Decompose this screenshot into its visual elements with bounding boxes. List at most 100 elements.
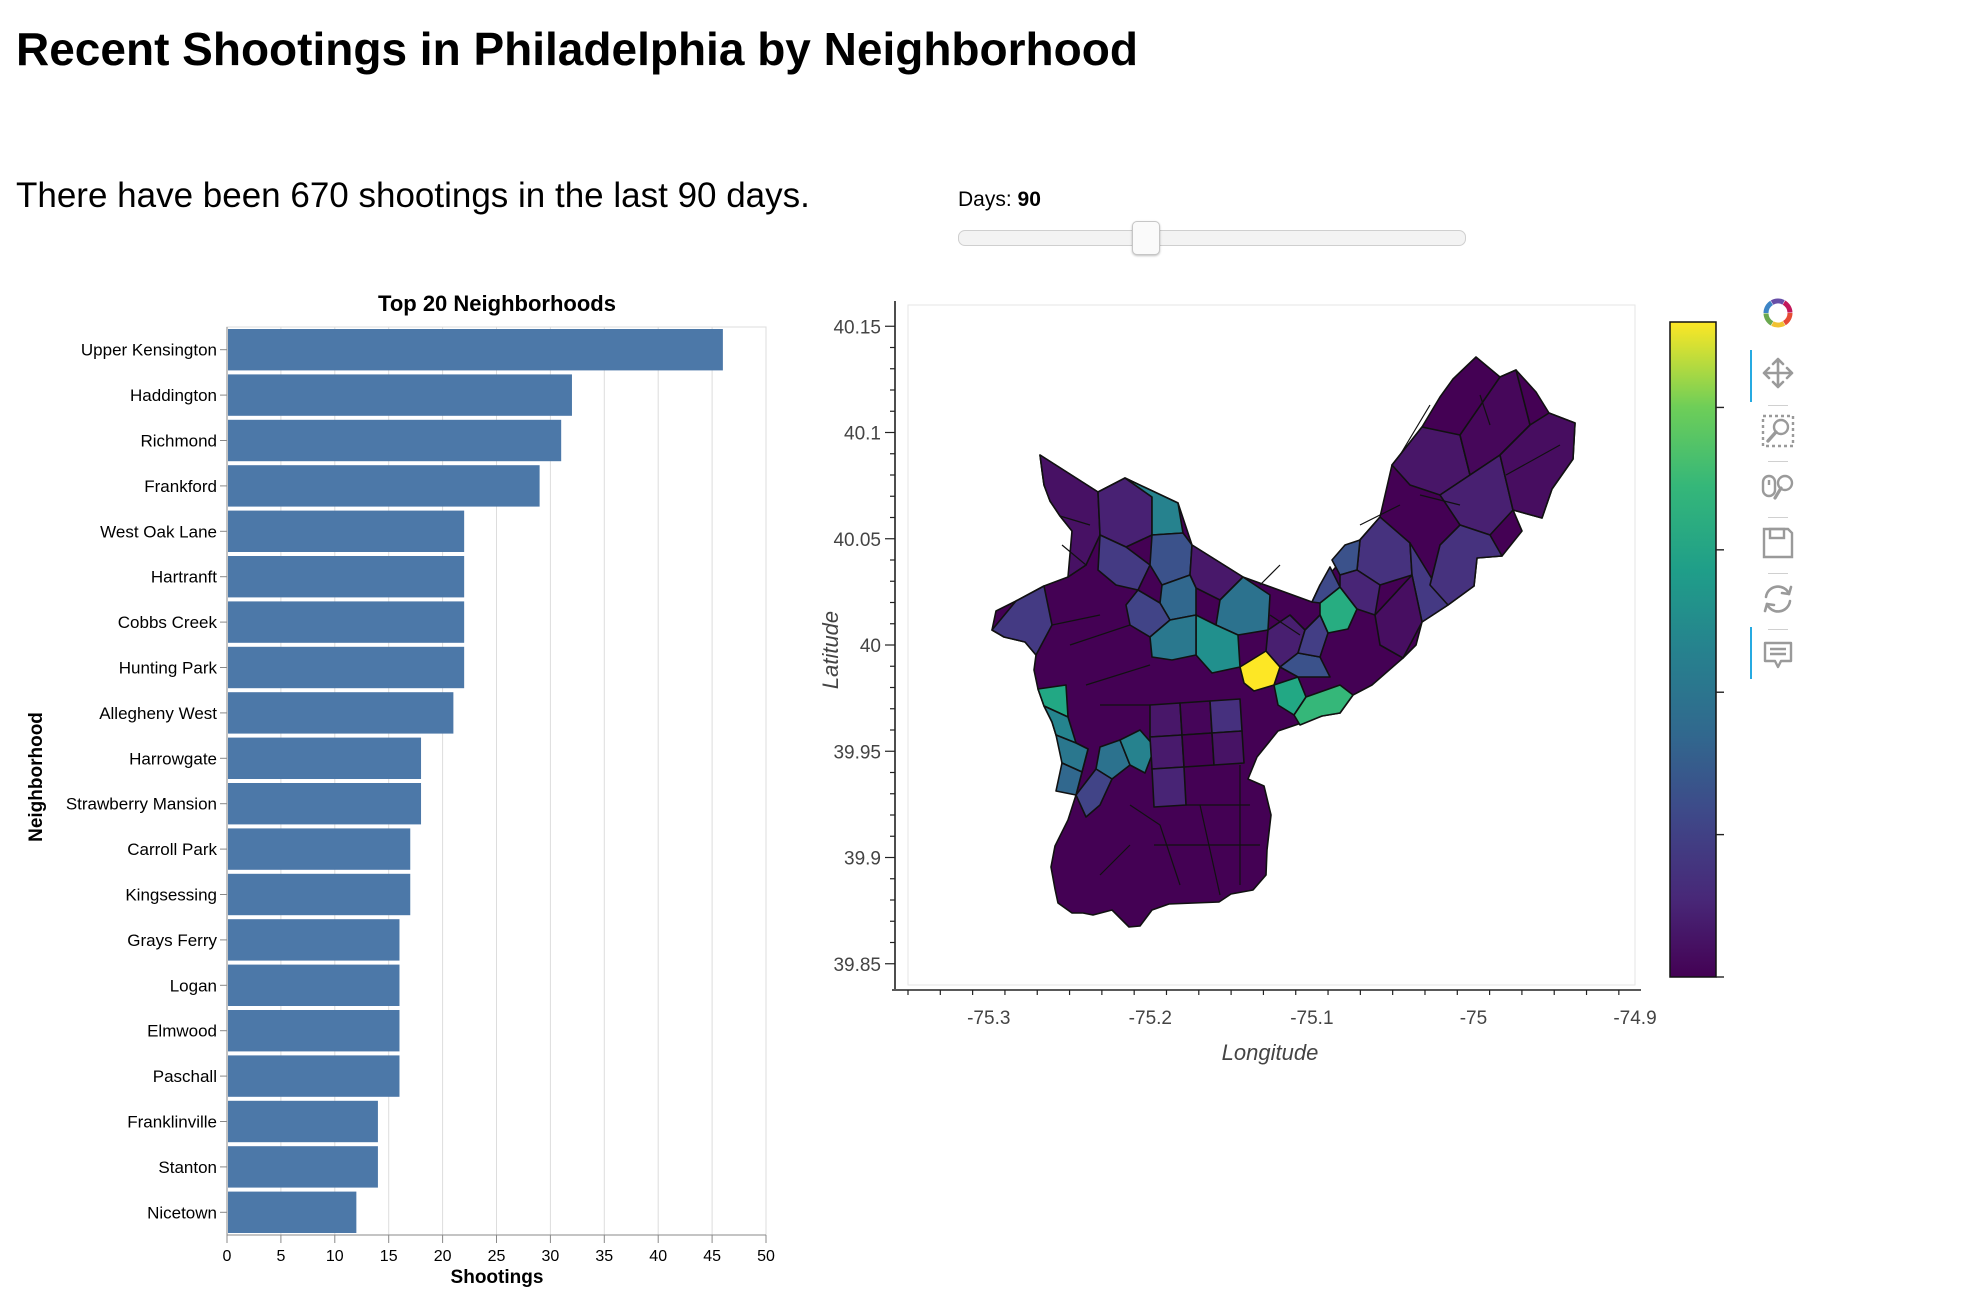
map-y-tick-label: 39.9 bbox=[844, 849, 881, 870]
bar[interactable] bbox=[228, 783, 422, 825]
bokeh-logo-icon[interactable] bbox=[1760, 295, 1796, 331]
bar[interactable] bbox=[228, 465, 540, 507]
bar-category-label: Paschall bbox=[153, 1067, 217, 1086]
colorbar bbox=[1669, 321, 1717, 978]
bar[interactable] bbox=[228, 828, 411, 870]
hover-active-indicator bbox=[1750, 627, 1752, 679]
bar-x-tick-label: 15 bbox=[380, 1248, 398, 1265]
neighborhood-shape[interactable] bbox=[1181, 732, 1215, 768]
neighborhood-shape[interactable] bbox=[1149, 702, 1183, 738]
bar[interactable] bbox=[228, 1191, 357, 1233]
bar[interactable] bbox=[228, 1055, 400, 1097]
map-y-tick-label: 40.1 bbox=[844, 424, 881, 445]
map-x-tick-label: -75.2 bbox=[1129, 1008, 1172, 1029]
bar[interactable] bbox=[228, 556, 465, 598]
map-plot[interactable]: 40.15 40.1 40.05 40 39.95 39.9 39.85 -75.3 -75.2… bbox=[800, 285, 1740, 1085]
bar-category-label: Logan bbox=[170, 976, 217, 995]
neighborhood-shape[interactable] bbox=[1075, 768, 1113, 818]
bar-x-tick-label: 30 bbox=[542, 1248, 560, 1265]
neighborhood-shape[interactable] bbox=[1429, 524, 1503, 606]
bar-category-label: Hartranft bbox=[151, 568, 217, 587]
bar-grid bbox=[226, 326, 767, 1236]
neighborhood-shape[interactable] bbox=[1209, 698, 1243, 734]
bar-category-label: Frankford bbox=[144, 477, 217, 496]
box-zoom-icon[interactable] bbox=[1760, 413, 1796, 449]
bar-x-tick-label: 35 bbox=[595, 1248, 613, 1265]
bar-x-tick-label: 25 bbox=[488, 1248, 506, 1265]
pan-icon[interactable] bbox=[1760, 355, 1796, 391]
neighborhood-shape[interactable] bbox=[1119, 729, 1156, 774]
bar[interactable] bbox=[228, 419, 562, 462]
colorbar-ticks: 010203040 bbox=[1716, 406, 1724, 978]
bar-category-label: Cobbs Creek bbox=[118, 613, 218, 632]
bar[interactable] bbox=[228, 873, 411, 916]
neighborhood-shape[interactable] bbox=[1189, 544, 1244, 601]
bar[interactable] bbox=[228, 1100, 378, 1143]
bar[interactable] bbox=[228, 374, 572, 416]
neighborhood-shape[interactable] bbox=[1055, 734, 1089, 773]
bar-category-label: Franklinville bbox=[127, 1113, 217, 1132]
plot-toolbar bbox=[1746, 295, 1806, 695]
page-title: Recent Shootings in Philadelphia by Neig… bbox=[16, 23, 1138, 75]
bar-x-tick-label: 5 bbox=[276, 1248, 285, 1265]
map-x-tick-label: -75 bbox=[1460, 1008, 1487, 1029]
neighborhood-shape[interactable] bbox=[1211, 730, 1245, 766]
neighborhood-shape[interactable] bbox=[1151, 766, 1187, 808]
neighborhood-shape[interactable] bbox=[1339, 569, 1381, 616]
bar-category-label: Kingsessing bbox=[125, 886, 217, 905]
bar-category-label: Hunting Park bbox=[119, 659, 218, 678]
bar-category-label: Stanton bbox=[158, 1158, 217, 1177]
bar-category-label: Elmwood bbox=[147, 1022, 217, 1041]
map-x-tick-label: -75.1 bbox=[1290, 1008, 1333, 1029]
bar[interactable] bbox=[228, 964, 400, 1006]
map-x-tick-label: -74.9 bbox=[1613, 1008, 1656, 1029]
days-label: Days: bbox=[958, 188, 1012, 211]
bar-x-tick-label: 45 bbox=[703, 1248, 721, 1265]
bar-category-label: Harrowgate bbox=[129, 749, 217, 768]
map-x-label: Longitude bbox=[1222, 1040, 1319, 1065]
neighborhood-shape[interactable] bbox=[1297, 614, 1329, 658]
days-slider-track[interactable] bbox=[958, 221, 1466, 255]
neighborhood-shape[interactable] bbox=[1374, 574, 1423, 659]
bar[interactable] bbox=[228, 919, 400, 961]
neighborhood-shape[interactable] bbox=[1293, 684, 1354, 726]
choropleth-neighborhoods[interactable] bbox=[991, 356, 1576, 928]
save-icon[interactable] bbox=[1760, 525, 1796, 561]
neighborhood-shape[interactable] bbox=[1149, 734, 1185, 770]
bar[interactable] bbox=[228, 692, 454, 734]
neighborhood-shape[interactable] bbox=[991, 585, 1053, 656]
bar[interactable] bbox=[228, 737, 422, 779]
bar-y-label: Neighborhood bbox=[26, 712, 47, 842]
neighborhood-shape[interactable] bbox=[1179, 700, 1213, 736]
bar[interactable] bbox=[228, 1010, 400, 1052]
map-y-label: Latitude bbox=[818, 611, 843, 689]
neighborhood-shape[interactable] bbox=[1095, 739, 1131, 780]
bar-x-tick-label: 10 bbox=[326, 1248, 344, 1265]
bar[interactable] bbox=[228, 329, 723, 371]
bar-category-label: Upper Kensington bbox=[81, 341, 217, 360]
bar-chart: 0 5 10 15 20 25 30 35 40 45 50 Upper Kensington Hadd… bbox=[26, 291, 775, 1288]
bar-category-label: Carroll Park bbox=[127, 840, 217, 859]
map-x-tick-label: -75.3 bbox=[967, 1008, 1010, 1029]
days-slider-widget: Days: 90 bbox=[958, 188, 1478, 260]
neighborhood-shape[interactable] bbox=[1279, 652, 1331, 678]
map-y-tick-label: 40.15 bbox=[833, 317, 881, 338]
bar-x-tick-label: 0 bbox=[223, 1248, 232, 1265]
bar-category-label: Allegheny West bbox=[99, 704, 217, 723]
map-y-tick-label: 40.05 bbox=[833, 530, 881, 551]
bar[interactable] bbox=[228, 1146, 378, 1188]
bar[interactable] bbox=[228, 646, 465, 689]
bar[interactable] bbox=[228, 510, 465, 552]
bar[interactable] bbox=[228, 601, 465, 643]
bar-x-tick-label: 40 bbox=[649, 1248, 667, 1265]
days-slider-handle[interactable] bbox=[1132, 221, 1160, 255]
map-axes: 40.15 40.1 40.05 40 39.95 39.9 39.85 -75.3 -75.2… bbox=[833, 301, 1657, 1029]
wheel-zoom-icon[interactable] bbox=[1760, 469, 1796, 505]
neighborhood-shape[interactable] bbox=[1149, 614, 1197, 661]
neighborhood-shape[interactable] bbox=[1311, 566, 1341, 604]
days-value: 90 bbox=[1017, 188, 1041, 211]
reset-icon[interactable] bbox=[1760, 581, 1796, 617]
bar-category-label: Strawberry Mansion bbox=[66, 795, 217, 814]
neighborhood-shape[interactable] bbox=[1499, 412, 1576, 519]
hover-icon[interactable] bbox=[1760, 637, 1796, 673]
